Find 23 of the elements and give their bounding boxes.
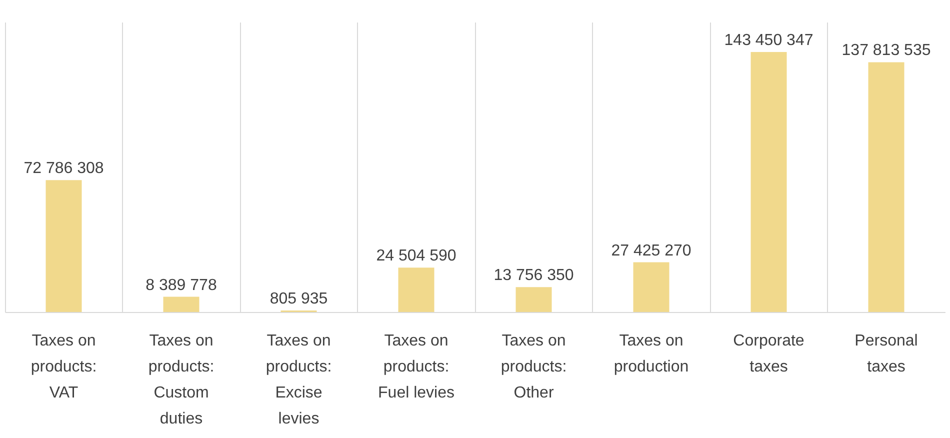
x-tick-label: Taxes on products: Fuel levies (378, 332, 454, 402)
bar (633, 262, 670, 312)
data-label: 805 935 (270, 290, 328, 308)
data-label: 72 786 308 (24, 160, 104, 178)
data-label: 8 389 778 (146, 276, 217, 294)
data-label: 24 504 590 (376, 248, 456, 265)
data-label: 13 756 350 (494, 267, 574, 284)
bar (516, 287, 552, 312)
data-label: 137 813 535 (842, 42, 931, 60)
bar (46, 180, 82, 312)
x-tick-label: Taxes on products: Other (500, 332, 567, 402)
bar (750, 52, 787, 312)
data-label: 143 450 347 (724, 32, 814, 49)
data-label: 27 425 270 (611, 242, 692, 260)
x-tick-label: Taxes on production (614, 332, 689, 376)
bar (398, 268, 434, 312)
x-tick-label: Taxes on products: VAT (30, 332, 97, 402)
x-tick-label: Taxes on products: Excise levies (266, 332, 332, 428)
x-tick-label: Personal taxes (854, 332, 918, 376)
x-tick-label: Taxes on products: Custom duties (148, 332, 214, 428)
x-tick-label: Corporate taxes (733, 332, 804, 376)
bar (163, 296, 200, 312)
bar (868, 62, 904, 312)
